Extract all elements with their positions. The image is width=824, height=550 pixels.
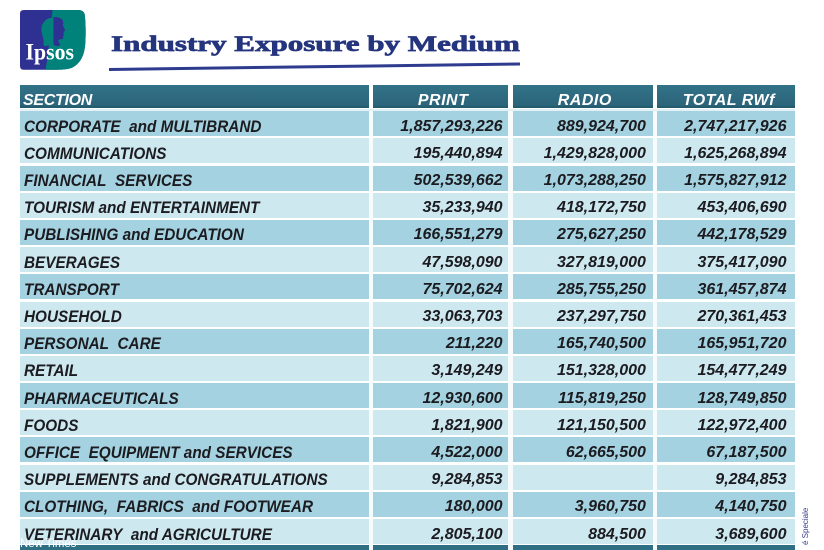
svg-text:Ipsos: Ipsos bbox=[26, 40, 75, 66]
